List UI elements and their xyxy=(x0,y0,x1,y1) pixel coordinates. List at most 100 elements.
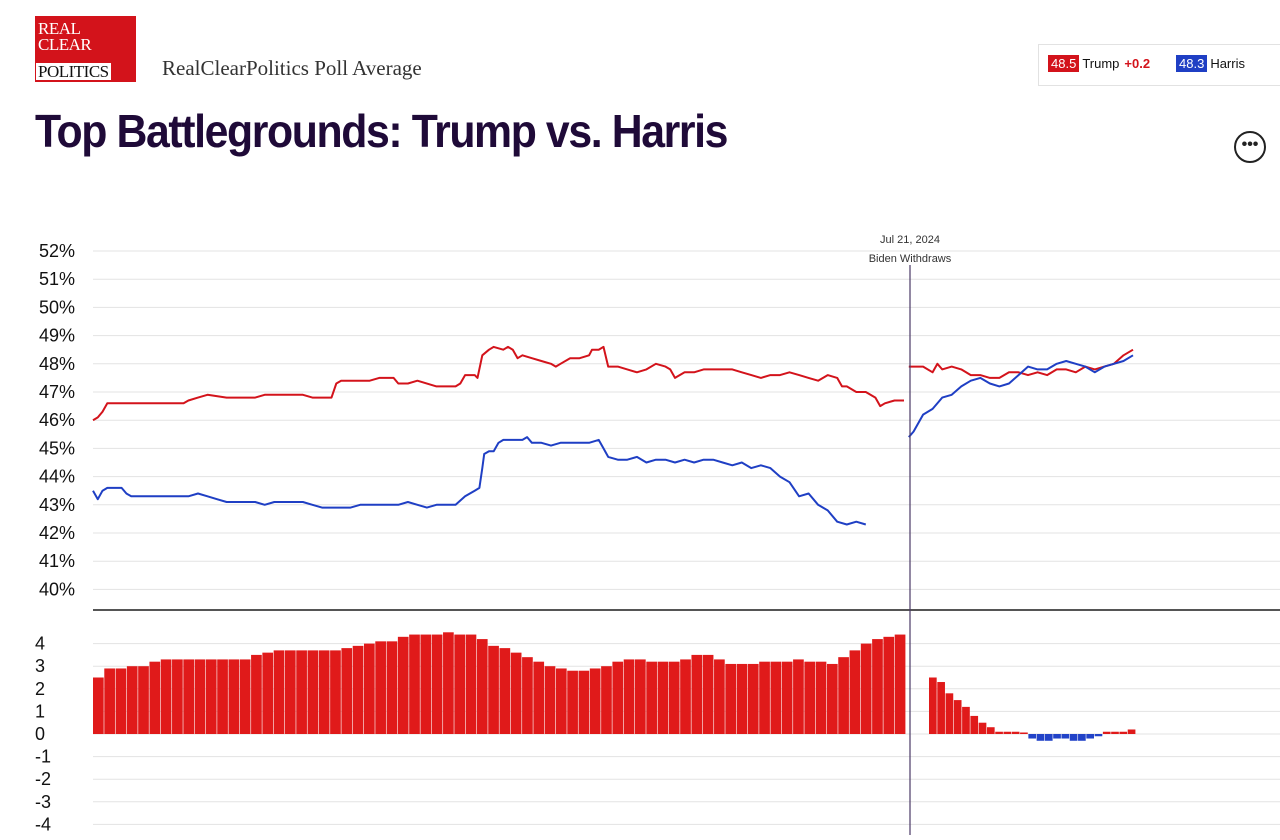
spread-bar xyxy=(420,634,432,734)
y-tick-label: 3 xyxy=(35,656,45,676)
spread-bar xyxy=(945,693,954,734)
spread-bar xyxy=(104,668,115,734)
spread-bar xyxy=(341,648,353,734)
legend-item-trump[interactable]: 48.5 Trump +0.2 xyxy=(1048,55,1150,72)
spread-bar xyxy=(1028,734,1037,739)
y-tick-label: -1 xyxy=(35,747,51,767)
y-tick-label: 40% xyxy=(39,579,75,599)
spread-bar xyxy=(194,659,206,734)
spread-bar xyxy=(759,661,770,734)
spread-bar xyxy=(747,663,759,734)
spread-bar xyxy=(172,659,183,734)
spread-bar xyxy=(476,639,488,734)
y-tick-label: 48% xyxy=(39,354,75,374)
spread-bar xyxy=(149,661,161,734)
y-tick-label: 50% xyxy=(39,297,75,317)
spread-bar xyxy=(1020,732,1028,734)
spread-bar xyxy=(725,663,737,734)
spread-bar xyxy=(970,715,979,734)
spread-bar xyxy=(431,634,443,734)
spread-bar xyxy=(93,677,104,734)
spread-bar xyxy=(239,659,251,734)
spread-bar xyxy=(251,654,262,734)
spread-bar xyxy=(578,670,590,734)
more-options-button[interactable]: ••• xyxy=(1234,131,1266,163)
spread-bar xyxy=(668,661,680,734)
harris-line xyxy=(92,436,867,526)
spread-bar xyxy=(601,666,612,734)
spread-bar xyxy=(1061,734,1070,739)
more-horizontal-icon: ••• xyxy=(1241,136,1259,153)
trump-value-badge: 48.5 xyxy=(1048,55,1080,72)
spread-bar xyxy=(804,661,816,734)
spread-bar xyxy=(488,645,499,734)
spread-bar xyxy=(714,659,725,734)
annotation-label: Biden Withdraws xyxy=(869,253,952,265)
spread-bar xyxy=(937,682,945,734)
spread-bar xyxy=(860,643,872,734)
spread-bar xyxy=(815,661,827,734)
spread-bar xyxy=(1069,734,1078,741)
spread-bar xyxy=(995,731,1003,734)
spread-bar xyxy=(364,643,375,734)
logo-line-3: POLITICS xyxy=(36,62,111,81)
spread-bar xyxy=(465,634,477,734)
spread-bar xyxy=(510,652,522,734)
spread-bar xyxy=(623,659,635,734)
spread-bar xyxy=(409,634,420,734)
spread-bar xyxy=(397,636,409,734)
spread-bar xyxy=(1094,734,1103,737)
spread-bar xyxy=(978,722,987,734)
spread-bar xyxy=(826,663,838,734)
spread-bar xyxy=(894,634,906,734)
spread-bar xyxy=(793,659,804,734)
y-tick-label: -2 xyxy=(35,769,51,789)
y-tick-label: 43% xyxy=(39,495,75,515)
y-tick-label: 2 xyxy=(35,679,45,699)
spread-bar xyxy=(657,661,669,734)
spread-bar xyxy=(1011,731,1020,734)
spread-bar xyxy=(205,659,217,734)
spread-bar xyxy=(1053,734,1061,739)
legend-item-harris[interactable]: 48.3 Harris xyxy=(1176,55,1245,72)
y-tick-label: 46% xyxy=(39,410,75,430)
y-tick-label: 1 xyxy=(35,701,45,721)
spread-bar xyxy=(929,677,937,734)
y-tick-label: 47% xyxy=(39,382,75,402)
y-tick-label: 51% xyxy=(39,269,75,289)
spread-bar xyxy=(1119,731,1128,734)
spread-bar xyxy=(680,659,691,734)
spread-bar xyxy=(635,659,646,734)
y-tick-label: 49% xyxy=(39,326,75,346)
spread-bar xyxy=(1044,734,1053,741)
spread-bar xyxy=(849,650,861,734)
spread-bar xyxy=(522,657,533,734)
y-tick-label: 4 xyxy=(35,634,45,654)
spread-bar xyxy=(986,727,995,734)
spread-bar xyxy=(284,650,296,734)
trump-change: +0.2 xyxy=(1124,56,1151,71)
y-tick-label: 52% xyxy=(39,241,75,261)
spread-bar xyxy=(589,668,601,734)
trump-legend-label: Trump xyxy=(1082,56,1120,71)
spread-bar xyxy=(386,641,398,734)
y-tick-label: 0 xyxy=(35,724,45,744)
y-tick-label: 45% xyxy=(39,438,75,458)
spread-bar xyxy=(544,666,556,734)
logo-line-1: REAL xyxy=(38,19,81,38)
trump-line xyxy=(92,345,904,422)
spread-bar xyxy=(567,670,578,734)
spread-bar xyxy=(883,636,895,734)
spread-bar xyxy=(1036,734,1045,741)
annotation-date: Jul 21, 2024 xyxy=(880,234,940,246)
spread-bar xyxy=(702,654,714,734)
spread-bar xyxy=(770,661,782,734)
spread-bar xyxy=(872,639,883,734)
spread-bar xyxy=(307,650,319,734)
y-tick-label: 41% xyxy=(39,551,75,571)
rcp-logo[interactable]: REAL CLEAR POLITICS xyxy=(35,16,136,82)
y-tick-label: 42% xyxy=(39,523,75,543)
spread-bar xyxy=(296,650,307,734)
y-tick-label: -3 xyxy=(35,792,51,812)
